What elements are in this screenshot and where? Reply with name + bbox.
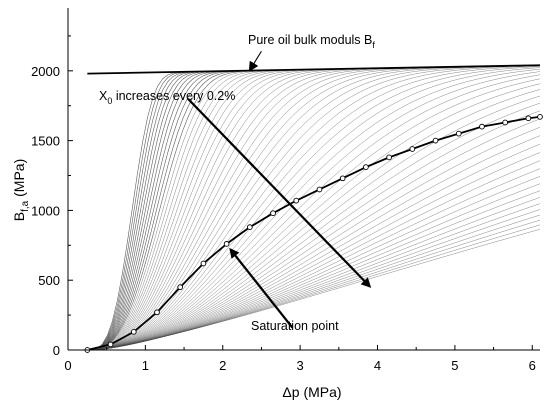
saturation-marker xyxy=(293,197,300,204)
saturation-marker xyxy=(409,146,416,152)
saturation-marker xyxy=(502,119,509,126)
annotation-x0-label-prefix: X xyxy=(99,89,108,103)
family-curve xyxy=(87,67,541,351)
family-curve xyxy=(87,118,541,351)
saturation-marker xyxy=(246,224,253,231)
svg-text:Bf,a (MPa): Bf,a (MPa) xyxy=(11,159,31,221)
family-curve xyxy=(87,78,541,351)
x-tick-label: 0 xyxy=(64,358,71,373)
y-axis-title-main: B xyxy=(11,212,27,221)
axes xyxy=(67,8,540,351)
annotation-x0-arrow xyxy=(187,97,372,288)
x-tick-label: 6 xyxy=(529,358,536,373)
annotation-x0: X0 increases every 0.2% xyxy=(99,89,372,288)
family-curve xyxy=(87,65,541,351)
annotation-saturation-label: Saturation point xyxy=(251,319,339,333)
saturation-line xyxy=(87,115,541,351)
annotation-saturation: Saturation point xyxy=(229,247,339,333)
family-curve xyxy=(87,127,541,351)
saturation-marker xyxy=(363,164,369,170)
y-tick-label: 1000 xyxy=(31,203,60,218)
saturation-marker xyxy=(177,284,184,291)
x-tick-labels: 0 1 2 3 4 5 6 xyxy=(64,358,535,373)
y-tick-label: 1500 xyxy=(31,134,60,149)
y-axis-title: Bf,a (MPa) xyxy=(11,159,31,221)
family-curve xyxy=(87,95,541,351)
family-curve xyxy=(87,68,541,351)
saturation-marker xyxy=(270,210,276,217)
annotation-saturation-arrow xyxy=(229,247,294,329)
x-tick-label: 2 xyxy=(219,358,226,373)
x-tick-label: 3 xyxy=(297,358,304,373)
saturation-series-group xyxy=(84,114,543,353)
saturation-marker xyxy=(386,154,392,161)
y-axis-title-sub: f,a xyxy=(20,200,31,212)
family-curve xyxy=(87,102,541,351)
family-curve xyxy=(87,160,541,351)
saturation-marker xyxy=(154,309,160,316)
family-curve xyxy=(87,74,541,351)
y-tick-label: 0 xyxy=(53,343,60,358)
family-curve xyxy=(87,229,541,351)
saturation-marker xyxy=(200,260,207,267)
annotation-pure-oil-sub: f xyxy=(372,40,375,50)
y-axis-title-unit: (MPa) xyxy=(11,159,27,201)
family-curve xyxy=(87,135,541,351)
saturation-marker xyxy=(130,329,137,335)
annotation-x0-label-sub: 0 xyxy=(107,96,112,106)
annotation-pure-oil-arrow xyxy=(248,50,262,72)
family-curve xyxy=(87,65,541,351)
x-tick-label: 5 xyxy=(451,358,458,373)
y-tick-label: 500 xyxy=(38,273,60,288)
saturation-marker xyxy=(107,341,114,348)
saturation-marker xyxy=(223,241,230,247)
family-curve xyxy=(87,89,541,351)
x-tick-label: 4 xyxy=(374,358,381,373)
pure-oil-line xyxy=(87,64,541,75)
family-curve xyxy=(87,143,541,351)
saturation-marker xyxy=(479,123,485,130)
family-curve xyxy=(87,65,541,351)
annotation-x0-label-suffix: increases every 0.2% xyxy=(112,89,235,103)
saturation-marker xyxy=(525,115,532,122)
family-curve xyxy=(87,71,541,351)
pure-oil-line-group xyxy=(87,64,541,75)
saturation-marker xyxy=(432,137,439,144)
annotation-pure-oil-label: Pure oil bulk moduls B xyxy=(248,33,372,47)
svg-text:Pure oil bulk moduls Bf: Pure oil bulk moduls Bf xyxy=(248,33,375,50)
curve-family xyxy=(87,64,541,351)
annotation-pure-oil: Pure oil bulk moduls Bf xyxy=(248,33,375,72)
saturation-marker xyxy=(537,114,543,120)
y-tick-label: 2000 xyxy=(31,64,60,79)
saturation-marker xyxy=(316,186,323,193)
family-curve xyxy=(87,83,541,351)
x-tick-label: 1 xyxy=(142,358,149,373)
family-curve xyxy=(87,66,541,351)
y-tick-labels: 0 500 1000 1500 2000 xyxy=(31,64,60,358)
saturation-marker xyxy=(455,130,462,137)
saturation-marker xyxy=(339,175,346,182)
family-curve xyxy=(87,65,541,351)
svg-text:X0 increases every 0.2%: X0 increases every 0.2% xyxy=(99,89,235,106)
family-curve xyxy=(87,152,541,351)
x-axis-title: Δp (MPa) xyxy=(282,384,341,400)
family-curve xyxy=(87,110,541,351)
